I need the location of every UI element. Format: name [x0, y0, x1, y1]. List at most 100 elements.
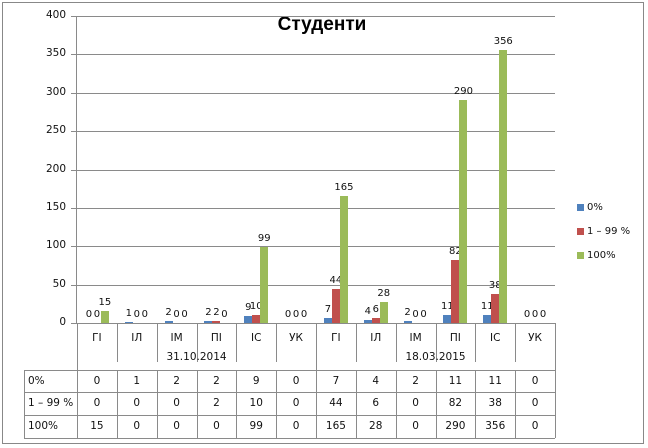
bar-0% — [124, 322, 133, 323]
row-header: 1 – 99 % — [28, 397, 74, 409]
table-cell: 0 — [133, 420, 141, 432]
y-tick-label: 250 — [45, 124, 66, 136]
table-cell: 2 — [213, 397, 220, 409]
bar-1 – 99 % — [252, 315, 261, 323]
table-cell: 9 — [252, 375, 260, 387]
gridline — [77, 246, 555, 247]
table-border — [475, 323, 476, 362]
gridline — [77, 131, 555, 132]
table-border — [24, 370, 555, 371]
y-tick-mark — [71, 16, 77, 17]
table-cell: 99 — [249, 420, 263, 432]
bar-1 – 99 % — [212, 321, 221, 323]
table-cell: 0 — [173, 420, 180, 432]
y-tick-mark — [71, 131, 77, 132]
category-label: ГІ — [92, 332, 102, 344]
category-label: ІЛ — [370, 332, 382, 344]
category-label: ПІ — [210, 332, 222, 344]
bar-0% — [443, 314, 452, 323]
data-label: 0 — [531, 309, 539, 320]
table-border — [24, 438, 555, 439]
table-border — [356, 370, 357, 438]
table-border — [197, 370, 198, 438]
table-cell: 0 — [412, 420, 419, 432]
table-cell: 0 — [93, 375, 101, 387]
table-border — [396, 323, 397, 362]
data-label: 0 — [93, 309, 101, 320]
bar-0% — [204, 321, 213, 323]
data-label: 0 — [420, 309, 427, 320]
table-cell: 0 — [93, 397, 101, 409]
gridline — [77, 93, 555, 94]
table-cell: 0 — [531, 375, 539, 387]
data-label: 165 — [334, 182, 354, 194]
category-label: УК — [528, 332, 542, 344]
data-label: 6 — [372, 304, 379, 316]
legend-item-100pct: 100% — [577, 243, 630, 267]
table-cell: 38 — [488, 397, 502, 409]
bar-1 – 99 % — [371, 318, 380, 323]
category-label: ІЛ — [131, 332, 143, 344]
table-cell: 0 — [173, 397, 180, 409]
bar-0% — [403, 321, 412, 323]
table-cell: 11 — [488, 375, 502, 387]
table-border — [555, 323, 556, 438]
data-label: 0 — [292, 309, 300, 320]
bar-0% — [483, 314, 492, 323]
table-cell: 2 — [213, 375, 220, 387]
category-label: ІМ — [409, 332, 422, 344]
bar-0% — [164, 321, 173, 323]
y-tick-mark — [71, 323, 77, 324]
data-label: 290 — [453, 86, 473, 98]
group-date-label: 18.03.2015 — [405, 351, 466, 363]
data-label: 0 — [85, 309, 93, 320]
category-label: ІС — [490, 332, 501, 344]
table-border — [77, 323, 78, 438]
table-cell: 2 — [173, 375, 180, 387]
bar-1 – 99 % — [491, 293, 500, 323]
y-tick-label: 400 — [45, 9, 66, 21]
table-cell: 11 — [448, 375, 463, 387]
gridline — [77, 285, 555, 286]
legend-item-1-99pct: 1 – 99 % — [577, 219, 630, 243]
data-label: 28 — [377, 287, 391, 299]
gridline — [77, 16, 555, 17]
data-label: 0 — [221, 309, 228, 320]
bar-0% — [323, 317, 332, 323]
row-header: 0% — [28, 375, 45, 387]
data-label: 11 — [441, 300, 454, 312]
y-tick-mark — [71, 54, 77, 55]
data-label: 0 — [523, 309, 531, 320]
data-label: 0 — [412, 309, 419, 320]
data-label: 44 — [329, 275, 343, 287]
table-border — [316, 323, 317, 438]
data-label: 7 — [324, 303, 332, 315]
y-tick-mark — [71, 285, 77, 286]
bar-0% — [244, 316, 253, 323]
table-border — [276, 370, 277, 438]
table-cell: 4 — [372, 375, 380, 387]
table-border — [197, 323, 198, 362]
data-label: 82 — [449, 246, 462, 258]
data-label: 0 — [173, 309, 180, 320]
category-label: ІС — [251, 332, 262, 344]
table-cell: 0 — [412, 397, 419, 409]
data-label: 4 — [364, 305, 371, 317]
table-cell: 7 — [332, 375, 340, 387]
data-label: 2 — [205, 307, 212, 319]
table-border — [436, 323, 437, 362]
y-tick-label: 350 — [45, 47, 66, 59]
bar-100% — [260, 247, 269, 323]
bar-100% — [339, 196, 348, 323]
y-tick-mark — [71, 93, 77, 94]
table-border — [515, 323, 516, 362]
table-border — [157, 323, 158, 362]
gridline — [77, 208, 555, 209]
table-cell: 290 — [445, 420, 466, 432]
data-label: 0 — [181, 309, 188, 320]
table-cell: 356 — [485, 420, 506, 432]
bar-100% — [459, 100, 468, 323]
bar-100% — [100, 311, 109, 323]
data-label: 0 — [133, 309, 140, 320]
table-cell: 0 — [133, 397, 141, 409]
